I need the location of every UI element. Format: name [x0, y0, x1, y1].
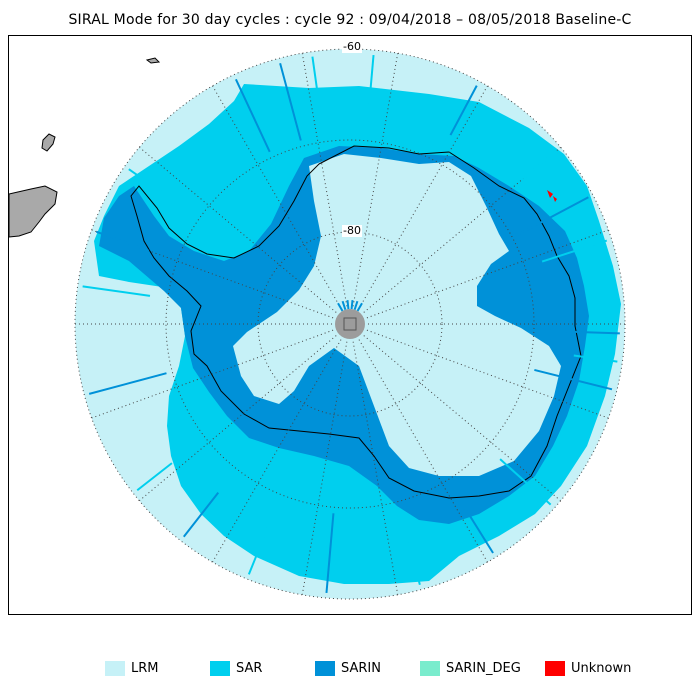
swath-spike: [95, 230, 150, 252]
legend: LRM SAR SARIN SARIN_DEG Unknown: [0, 661, 700, 679]
swath-spike: [573, 354, 618, 363]
south-america-land: [9, 185, 58, 238]
legend-item-lrm: LRM: [105, 661, 159, 676]
swath-spike: [234, 78, 271, 153]
legend-swatch-unknown: [545, 661, 565, 676]
pole-spike: [341, 300, 347, 311]
legend-swatch-lrm: [105, 661, 125, 676]
swath-spike: [325, 513, 335, 594]
antarctic-coastline: [130, 145, 582, 499]
swath-spike: [128, 168, 166, 196]
swath-spike: [136, 462, 173, 492]
unknown-mark: [547, 190, 553, 198]
legend-item-sarin-deg: SARIN_DEG: [420, 661, 521, 676]
coverage-disc: [75, 49, 625, 599]
pole-spike: [337, 302, 344, 312]
legend-item-sarin: SARIN: [315, 661, 381, 676]
pole-spike: [346, 300, 350, 310]
falkland-islands: [41, 133, 56, 152]
legend-label-sarin: SARIN: [341, 661, 381, 676]
coverage-boundary: [74, 48, 626, 600]
legend-label-sar: SAR: [236, 661, 263, 676]
polar-map-canvas: [9, 48, 626, 600]
swath-spike: [534, 368, 613, 391]
swath-spike: [517, 196, 589, 236]
legend-label-sarin-deg: SARIN_DEG: [446, 661, 521, 676]
swath-spike: [541, 239, 608, 263]
swath-spike: [449, 85, 478, 136]
legend-swatch-sarin-deg: [420, 661, 440, 676]
legend-item-sar: SAR: [210, 661, 262, 676]
swath-spike: [407, 542, 421, 586]
latitude-circle: [165, 139, 535, 509]
lrm-interior: [233, 154, 561, 476]
lat-label-80: -80: [342, 224, 362, 237]
swath-spike: [88, 372, 167, 395]
unknown-mark: [553, 196, 557, 202]
swath-spike: [366, 54, 375, 123]
pole-spike: [353, 300, 359, 311]
lat-label-60: -60: [342, 40, 362, 53]
map-title: SIRAL Mode for 30 day cycles : cycle 92 …: [68, 12, 632, 28]
swath-spike: [82, 285, 151, 297]
swath-spike: [279, 62, 302, 141]
legend-label-lrm: LRM: [131, 661, 159, 676]
swath-spike: [499, 458, 552, 506]
swath-spike: [311, 56, 323, 125]
small-island: [145, 57, 161, 64]
swath-spike: [182, 492, 220, 538]
swath-spike: [247, 510, 276, 575]
pole-spike: [350, 300, 354, 310]
polar-map: -60 -80: [8, 35, 692, 615]
swath-spike: [563, 330, 620, 335]
swath-spike: [522, 149, 558, 180]
pole-spike: [356, 302, 363, 312]
swath-spikes: [82, 54, 620, 594]
legend-item-unknown: Unknown: [545, 661, 631, 676]
legend-label-unknown: Unknown: [571, 661, 632, 676]
legend-swatch-sar: [210, 661, 230, 676]
legend-swatch-sarin: [315, 661, 335, 676]
pole-hole: [335, 309, 365, 339]
swath-spike: [462, 504, 494, 554]
pole-marker: [343, 317, 357, 331]
